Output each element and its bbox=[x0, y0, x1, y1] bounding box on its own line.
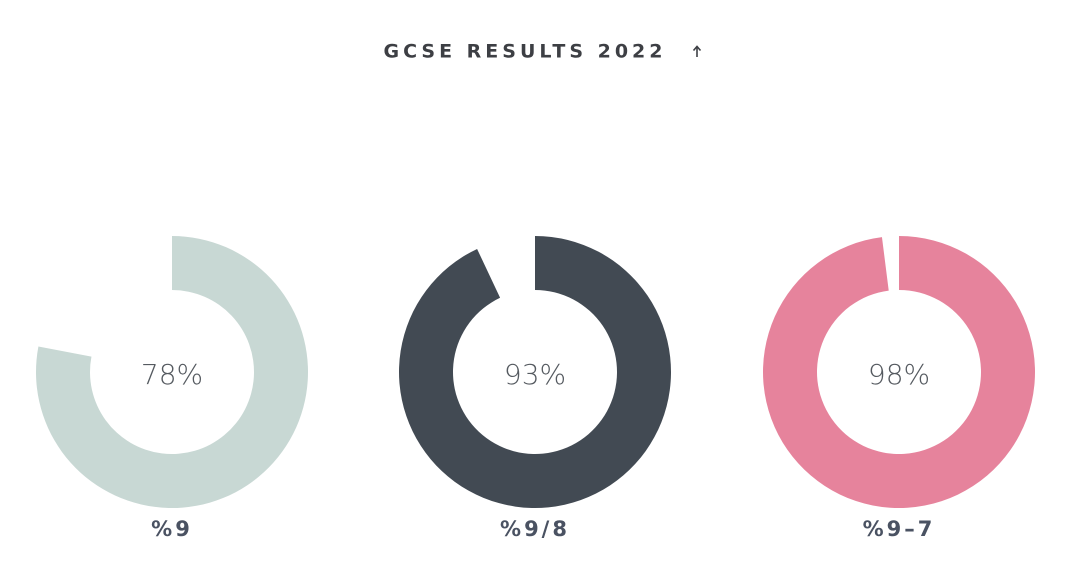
arrow-head bbox=[692, 45, 702, 52]
chart-label: %9–7 bbox=[863, 517, 936, 541]
chart-label: %9/8 bbox=[500, 517, 570, 541]
value-label: 98% bbox=[868, 358, 930, 391]
chart-label: %9 bbox=[151, 517, 193, 541]
value-label: 78% bbox=[141, 358, 203, 391]
page-title: GCSE RESULTS 2022 bbox=[384, 41, 667, 63]
value-label: 93% bbox=[504, 358, 566, 391]
sort-arrow[interactable] bbox=[692, 45, 702, 58]
donut-arc bbox=[763, 236, 1035, 508]
donut-arc bbox=[399, 236, 671, 509]
donut-arc bbox=[35, 236, 308, 509]
